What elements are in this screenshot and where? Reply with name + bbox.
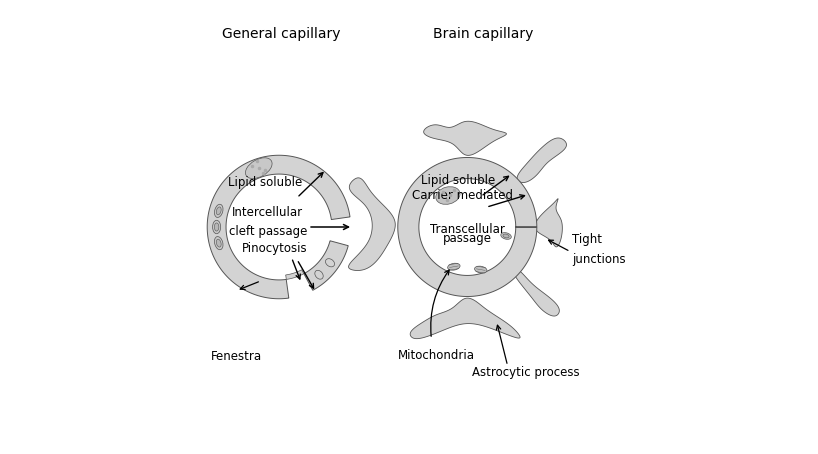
- Ellipse shape: [214, 204, 223, 217]
- Ellipse shape: [214, 237, 223, 250]
- Polygon shape: [303, 241, 348, 290]
- Polygon shape: [285, 270, 303, 279]
- Text: Fenestra: Fenestra: [211, 350, 262, 363]
- Text: Astrocytic process: Astrocytic process: [472, 366, 579, 379]
- Text: Brain capillary: Brain capillary: [433, 27, 533, 41]
- Polygon shape: [348, 178, 395, 271]
- Ellipse shape: [213, 220, 221, 234]
- Text: Lipid soluble: Lipid soluble: [228, 176, 303, 189]
- Text: junctions: junctions: [572, 253, 626, 266]
- Ellipse shape: [501, 232, 511, 239]
- Text: Mitochondria: Mitochondria: [398, 349, 475, 362]
- Text: Carrier mediated: Carrier mediated: [412, 189, 514, 202]
- Ellipse shape: [326, 259, 335, 267]
- Text: General capillary: General capillary: [222, 27, 340, 41]
- Polygon shape: [410, 298, 520, 339]
- Text: Pinocytosis: Pinocytosis: [241, 242, 308, 255]
- Ellipse shape: [214, 223, 219, 231]
- Text: Transcellular: Transcellular: [430, 223, 505, 236]
- Text: cleft passage: cleft passage: [228, 225, 307, 238]
- Ellipse shape: [447, 263, 460, 270]
- Polygon shape: [424, 121, 506, 155]
- Ellipse shape: [503, 234, 509, 238]
- Ellipse shape: [216, 207, 221, 215]
- Text: Tight: Tight: [572, 233, 602, 246]
- Polygon shape: [207, 155, 350, 299]
- Polygon shape: [398, 158, 537, 296]
- Ellipse shape: [474, 266, 487, 273]
- Ellipse shape: [216, 239, 221, 247]
- Polygon shape: [535, 199, 562, 247]
- Text: passage: passage: [443, 232, 492, 245]
- Text: Lipid soluble: Lipid soluble: [421, 173, 496, 187]
- Ellipse shape: [245, 158, 272, 178]
- Polygon shape: [517, 138, 567, 183]
- Polygon shape: [514, 269, 560, 316]
- Ellipse shape: [315, 270, 323, 279]
- Text: Intercellular: Intercellular: [232, 206, 303, 219]
- Ellipse shape: [436, 187, 460, 204]
